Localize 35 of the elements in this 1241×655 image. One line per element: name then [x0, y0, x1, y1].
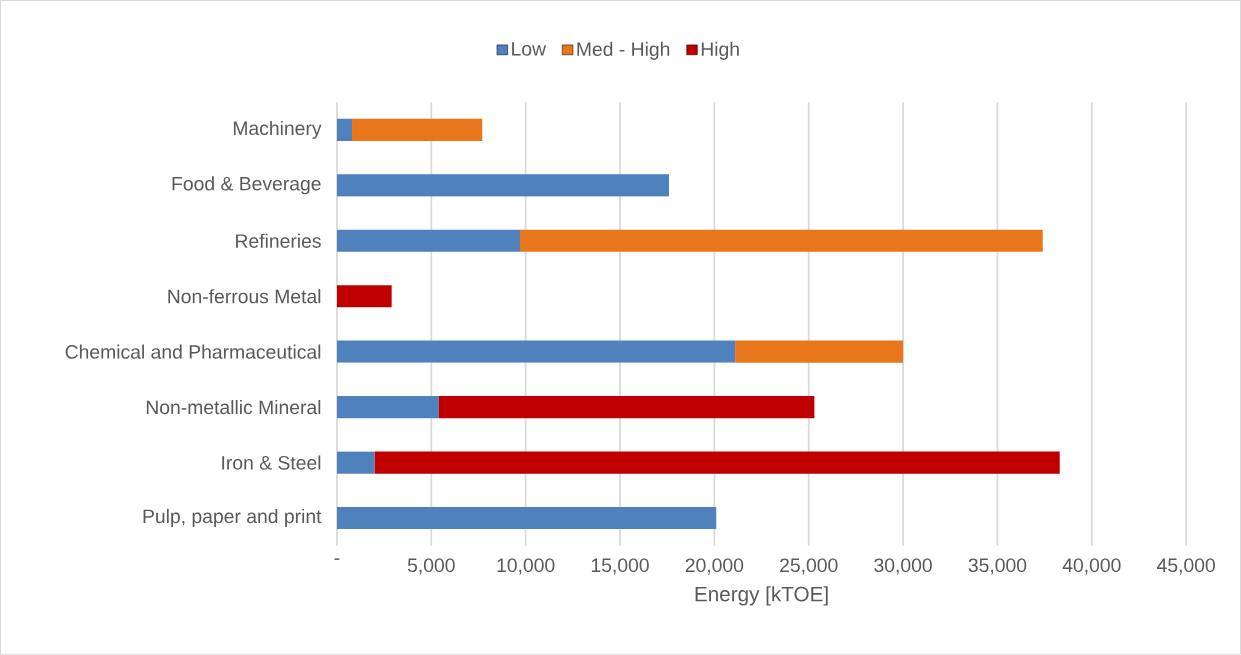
bar	[336, 340, 736, 363]
y-tick-label: Non-ferrous Metal	[168, 289, 321, 304]
y-tick-label: Refineries	[236, 233, 321, 248]
y-tick-label: Pulp, paper and print	[143, 509, 322, 528]
x-tick-label: 30,000	[874, 558, 932, 575]
y-tick-label: Iron & Steel	[222, 455, 321, 470]
x-tick-label: 45,000	[1157, 558, 1215, 575]
bar	[336, 285, 392, 308]
bar	[352, 118, 483, 142]
bar	[336, 506, 717, 530]
x-tick-label: 15,000	[591, 558, 649, 575]
bar	[336, 118, 353, 142]
legend-label: Low	[512, 42, 547, 56]
y-tick-label: Food & Beverage	[172, 176, 321, 195]
bar	[438, 396, 815, 419]
x-tick-label: 10,000	[497, 558, 555, 575]
bar	[336, 451, 375, 474]
x-axis-title: Energy [kTOE]	[695, 586, 828, 606]
x-tick-label: 40,000	[1062, 558, 1121, 575]
y-tick-label: Non-metallic Mineral	[146, 400, 321, 415]
bar	[735, 340, 904, 363]
bar	[374, 451, 1060, 474]
bar	[336, 174, 670, 197]
bar	[336, 396, 439, 419]
x-tick-label: 5,000	[407, 558, 455, 575]
x-tick-label: 25,000	[780, 558, 838, 575]
y-tick-label: Chemical and Pharmaceutical	[65, 344, 321, 359]
bar	[336, 229, 520, 252]
y-tick-label: Machinery	[233, 120, 322, 139]
x-tick-label: -	[334, 558, 340, 560]
bar	[519, 229, 1043, 252]
x-tick-label: 20,000	[685, 558, 744, 575]
legend-label: Med - High	[577, 41, 670, 60]
x-tick-label: 35,000	[968, 558, 1027, 575]
legend-label: High	[701, 41, 739, 60]
